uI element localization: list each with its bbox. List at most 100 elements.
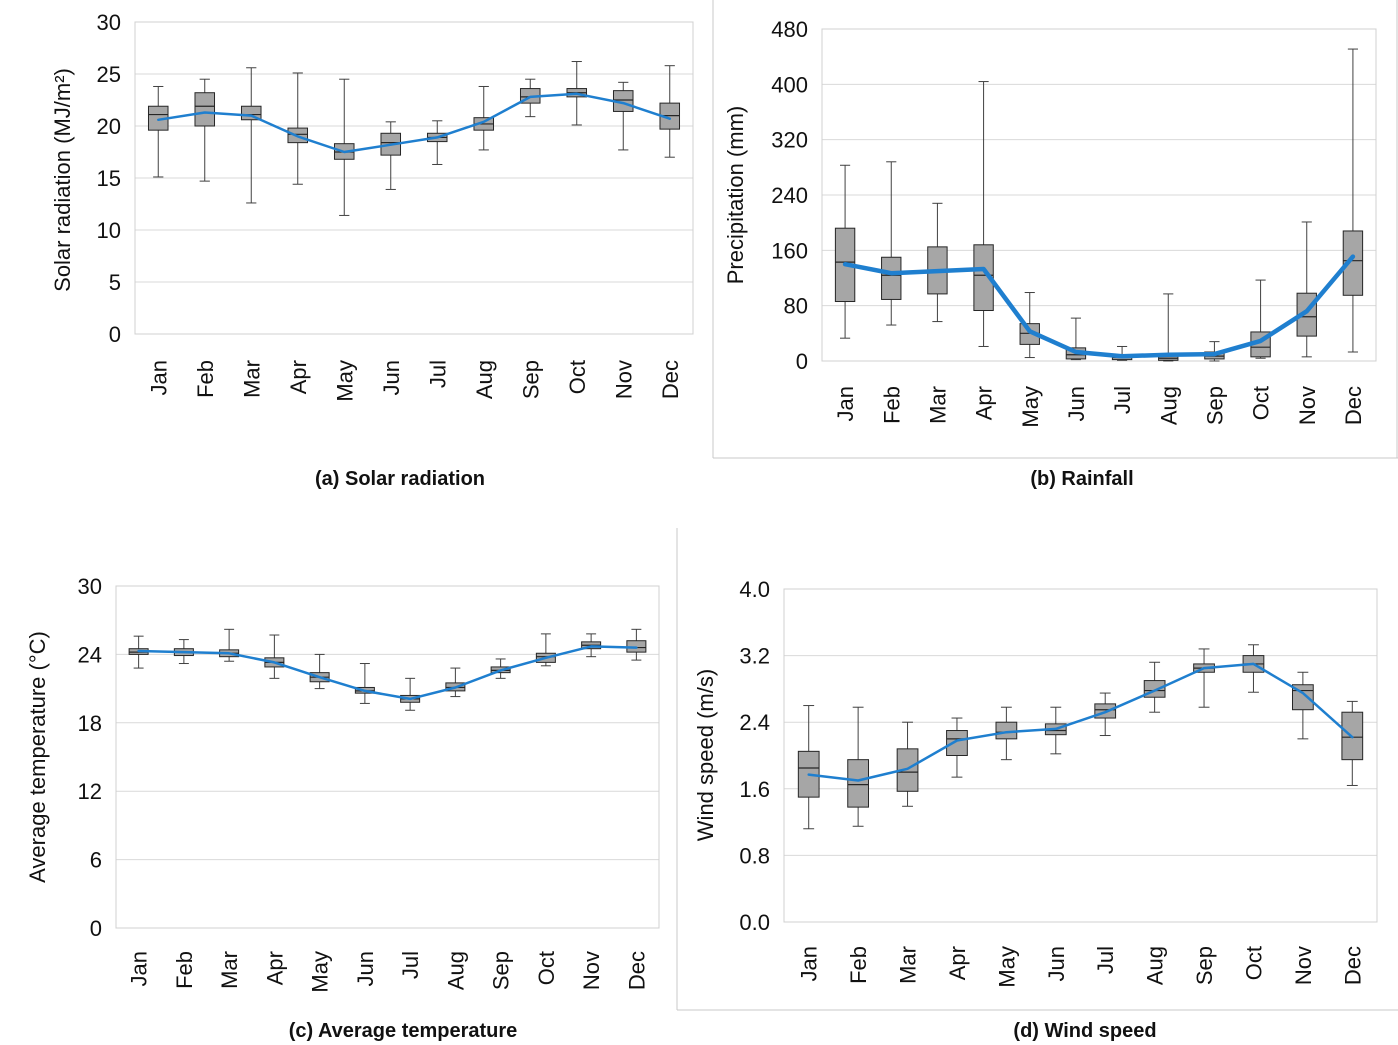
x-tick-label: Nov	[1295, 386, 1320, 425]
x-tick-label: Mar	[925, 386, 950, 424]
x-tick-label: Jun	[379, 360, 404, 395]
y-tick-label: 1.6	[739, 777, 770, 802]
x-tick-label: Dec	[1341, 386, 1366, 425]
x-tick-label: Sep	[518, 360, 543, 399]
y-tick-label: 18	[78, 711, 102, 736]
y-tick-label: 4.0	[739, 577, 770, 602]
x-tick-label: Mar	[217, 951, 242, 989]
y-axis-label: Solar radiation (MJ/m²)	[50, 68, 75, 292]
panel-caption: (d) Wind speed	[1013, 1020, 1156, 1042]
mean-line	[137, 645, 638, 701]
y-tick-label: 15	[97, 166, 121, 191]
x-tick-label: Jul	[398, 951, 423, 979]
panel-caption: (c) Average temperature	[289, 1020, 518, 1042]
x-tick-label: Sep	[1202, 386, 1227, 425]
plot-area	[134, 21, 694, 335]
y-tick-label: 5	[109, 270, 121, 295]
mean-line	[842, 254, 1356, 359]
x-tick-label: Jun	[1044, 946, 1069, 981]
x-tick-label: May	[994, 946, 1019, 988]
x-tick-label: Mar	[239, 360, 264, 398]
x-tick-label: Aug	[472, 360, 497, 399]
panel-caption: (a) Solar radiation	[315, 468, 485, 490]
panel-average-temperature: 0 6 12 18 24 30 Jan Feb Mar Apr May Jun Jul Aug Sep Oct…	[25, 574, 660, 1042]
mean-line	[157, 92, 672, 154]
box	[946, 730, 968, 757]
y-tick-label: 240	[771, 183, 808, 208]
box	[1342, 230, 1364, 296]
y-axis-label: Wind speed (m/s)	[693, 669, 718, 841]
x-tick-label: May	[308, 951, 333, 993]
plot-area	[783, 588, 1378, 923]
x-tick-label: Jan	[146, 360, 171, 395]
y-tick-label: 3.2	[739, 644, 770, 669]
y-tick-label: 12	[78, 779, 102, 804]
y-tick-label: 0	[796, 349, 808, 374]
x-tick-label: Sep	[1192, 946, 1217, 985]
x-tick-label: Jun	[353, 951, 378, 986]
y-tick-label: 0.0	[739, 910, 770, 935]
x-tick-label: Feb	[193, 360, 218, 398]
y-tick-label: 30	[78, 574, 102, 599]
x-tick-label: Nov	[611, 360, 636, 399]
x-tick-label: Aug	[1156, 386, 1181, 425]
x-tick-label: Mar	[896, 946, 921, 984]
y-tick-label: 80	[784, 294, 808, 319]
box	[881, 256, 902, 300]
x-tick-label: Jul	[1110, 386, 1135, 414]
panel-solar-radiation: 0 5 10 15 20 25 30 Jan Feb Mar Apr May Jun Jul Aug Sep O…	[50, 10, 694, 490]
x-tick-label: Dec	[1340, 946, 1365, 985]
mean-line	[807, 662, 1354, 782]
x-tick-label: Jul	[1093, 946, 1118, 974]
x-tick-label: Aug	[1143, 946, 1168, 985]
x-tick-label: Feb	[172, 951, 197, 989]
x-tick-label: Nov	[579, 951, 604, 990]
x-tick-label: Jan	[797, 946, 822, 981]
x-tick-label: Oct	[1249, 386, 1274, 420]
plot-area	[115, 585, 660, 929]
panel-rainfall: 0 80 160 240 320 400 480 Jan Feb Mar Apr May Jun Jul A…	[723, 17, 1377, 490]
x-tick-label: May	[1018, 386, 1043, 428]
box	[973, 244, 994, 312]
x-tick-label: Nov	[1291, 946, 1316, 985]
x-tick-label: Oct	[565, 360, 590, 394]
box	[847, 759, 870, 808]
y-tick-label: 2.4	[739, 710, 770, 735]
x-tick-label: Jan	[833, 386, 858, 421]
y-tick-label: 320	[771, 128, 808, 153]
x-tick-label: Sep	[489, 951, 514, 990]
plot-area	[821, 28, 1377, 362]
x-tick-label: Apr	[972, 386, 997, 420]
y-tick-label: 30	[97, 10, 121, 35]
x-tick-label: Apr	[945, 946, 970, 980]
y-axis-label: Precipitation (mm)	[723, 106, 748, 284]
y-tick-label: 6	[90, 848, 102, 873]
x-tick-label: Dec	[624, 951, 649, 990]
x-tick-label: Dec	[658, 360, 683, 399]
x-tick-label: Oct	[534, 951, 559, 985]
y-tick-label: 0	[109, 322, 121, 347]
x-tick-label: Feb	[846, 946, 871, 984]
y-tick-label: 25	[97, 62, 121, 87]
y-tick-label: 480	[771, 17, 808, 42]
y-axis-label: Average temperature (°C)	[25, 631, 50, 883]
x-tick-label: May	[332, 360, 357, 402]
x-tick-label: Jan	[127, 951, 152, 986]
panel-caption: (b) Rainfall	[1030, 468, 1133, 490]
x-tick-label: Jul	[425, 360, 450, 388]
y-tick-label: 10	[97, 218, 121, 243]
y-tick-label: 20	[97, 114, 121, 139]
x-tick-label: Jun	[1064, 386, 1089, 421]
x-tick-label: Apr	[262, 951, 287, 985]
x-tick-label: Apr	[286, 360, 311, 394]
box	[194, 92, 216, 127]
x-tick-label: Aug	[443, 951, 468, 990]
y-tick-label: 0	[90, 916, 102, 941]
y-tick-label: 24	[78, 642, 102, 667]
y-tick-label: 400	[771, 72, 808, 97]
y-tick-label: 0.8	[739, 843, 770, 868]
panel-wind-speed: 0.0 0.8 1.6 2.4 3.2 4.0 Jan Feb Mar Apr May Jun Jul A…	[693, 577, 1378, 1042]
y-tick-label: 160	[771, 238, 808, 263]
x-tick-label: Feb	[879, 386, 904, 424]
